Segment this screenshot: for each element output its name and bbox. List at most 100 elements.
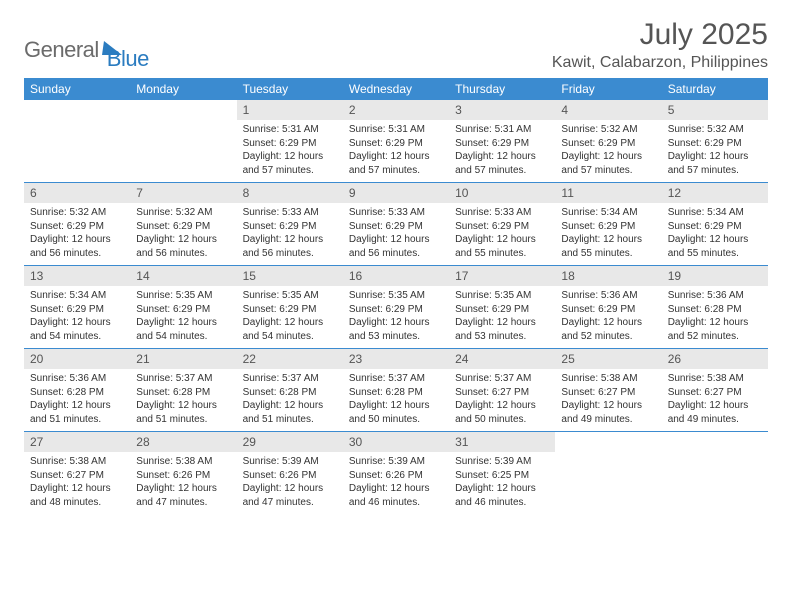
day-number: 11 <box>555 183 661 203</box>
day-number: 24 <box>449 349 555 369</box>
day-number: 22 <box>237 349 343 369</box>
week-row: ....1Sunrise: 5:31 AMSunset: 6:29 PMDayl… <box>24 100 768 182</box>
sunset-line: Sunset: 6:29 PM <box>349 220 443 234</box>
day-body: Sunrise: 5:32 AMSunset: 6:29 PMDaylight:… <box>555 120 661 181</box>
title-block: July 2025 Kawit, Calabarzon, Philippines <box>552 18 768 72</box>
sunrise-line: Sunrise: 5:33 AM <box>455 206 549 220</box>
day-cell: 19Sunrise: 5:36 AMSunset: 6:28 PMDayligh… <box>662 266 768 348</box>
calendar-grid: SundayMondayTuesdayWednesdayThursdayFrid… <box>24 78 768 514</box>
sunrise-line: Sunrise: 5:33 AM <box>243 206 337 220</box>
day-number: 10 <box>449 183 555 203</box>
day-body: Sunrise: 5:31 AMSunset: 6:29 PMDaylight:… <box>343 120 449 181</box>
day-cell: 15Sunrise: 5:35 AMSunset: 6:29 PMDayligh… <box>237 266 343 348</box>
sunrise-line: Sunrise: 5:38 AM <box>668 372 762 386</box>
day-cell: 30Sunrise: 5:39 AMSunset: 6:26 PMDayligh… <box>343 432 449 514</box>
day-cell: 8Sunrise: 5:33 AMSunset: 6:29 PMDaylight… <box>237 183 343 265</box>
daylight-line: Daylight: 12 hours and 56 minutes. <box>30 233 124 260</box>
sunset-line: Sunset: 6:26 PM <box>136 469 230 483</box>
sunrise-line: Sunrise: 5:37 AM <box>136 372 230 386</box>
sunrise-line: Sunrise: 5:32 AM <box>30 206 124 220</box>
day-cell: 7Sunrise: 5:32 AMSunset: 6:29 PMDaylight… <box>130 183 236 265</box>
day-cell: 29Sunrise: 5:39 AMSunset: 6:26 PMDayligh… <box>237 432 343 514</box>
weekday-header-cell: Sunday <box>24 78 130 100</box>
weekday-header-cell: Saturday <box>662 78 768 100</box>
daylight-line: Daylight: 12 hours and 57 minutes. <box>349 150 443 177</box>
day-body: Sunrise: 5:36 AMSunset: 6:28 PMDaylight:… <box>662 286 768 347</box>
day-body: Sunrise: 5:33 AMSunset: 6:29 PMDaylight:… <box>237 203 343 264</box>
day-cell: 22Sunrise: 5:37 AMSunset: 6:28 PMDayligh… <box>237 349 343 431</box>
logo-text-general: General <box>24 37 99 63</box>
day-number: 4 <box>555 100 661 120</box>
sunset-line: Sunset: 6:29 PM <box>30 303 124 317</box>
day-number: 18 <box>555 266 661 286</box>
day-cell: 26Sunrise: 5:38 AMSunset: 6:27 PMDayligh… <box>662 349 768 431</box>
sunrise-line: Sunrise: 5:34 AM <box>668 206 762 220</box>
day-cell: 11Sunrise: 5:34 AMSunset: 6:29 PMDayligh… <box>555 183 661 265</box>
sunset-line: Sunset: 6:28 PM <box>668 303 762 317</box>
daylight-line: Daylight: 12 hours and 52 minutes. <box>561 316 655 343</box>
sunset-line: Sunset: 6:29 PM <box>349 137 443 151</box>
sunset-line: Sunset: 6:29 PM <box>136 220 230 234</box>
day-body: Sunrise: 5:32 AMSunset: 6:29 PMDaylight:… <box>130 203 236 264</box>
daylight-line: Daylight: 12 hours and 57 minutes. <box>455 150 549 177</box>
day-body: Sunrise: 5:35 AMSunset: 6:29 PMDaylight:… <box>130 286 236 347</box>
daylight-line: Daylight: 12 hours and 57 minutes. <box>668 150 762 177</box>
day-number: 20 <box>24 349 130 369</box>
sunrise-line: Sunrise: 5:33 AM <box>349 206 443 220</box>
day-cell: .. <box>130 100 236 182</box>
sunset-line: Sunset: 6:27 PM <box>455 386 549 400</box>
day-number: 26 <box>662 349 768 369</box>
day-body: Sunrise: 5:38 AMSunset: 6:27 PMDaylight:… <box>555 369 661 430</box>
day-body: Sunrise: 5:38 AMSunset: 6:26 PMDaylight:… <box>130 452 236 513</box>
day-number: 6 <box>24 183 130 203</box>
sunrise-line: Sunrise: 5:35 AM <box>349 289 443 303</box>
sunset-line: Sunset: 6:28 PM <box>30 386 124 400</box>
weekday-header-cell: Tuesday <box>237 78 343 100</box>
daylight-line: Daylight: 12 hours and 54 minutes. <box>243 316 337 343</box>
daylight-line: Daylight: 12 hours and 47 minutes. <box>136 482 230 509</box>
sunset-line: Sunset: 6:27 PM <box>668 386 762 400</box>
sunset-line: Sunset: 6:29 PM <box>30 220 124 234</box>
week-row: 27Sunrise: 5:38 AMSunset: 6:27 PMDayligh… <box>24 431 768 514</box>
day-cell: .. <box>555 432 661 514</box>
day-cell: 27Sunrise: 5:38 AMSunset: 6:27 PMDayligh… <box>24 432 130 514</box>
sunrise-line: Sunrise: 5:31 AM <box>349 123 443 137</box>
weekday-header-cell: Monday <box>130 78 236 100</box>
sunset-line: Sunset: 6:28 PM <box>243 386 337 400</box>
day-body: Sunrise: 5:32 AMSunset: 6:29 PMDaylight:… <box>662 120 768 181</box>
day-cell: 18Sunrise: 5:36 AMSunset: 6:29 PMDayligh… <box>555 266 661 348</box>
week-row: 20Sunrise: 5:36 AMSunset: 6:28 PMDayligh… <box>24 348 768 431</box>
day-body: Sunrise: 5:32 AMSunset: 6:29 PMDaylight:… <box>24 203 130 264</box>
day-cell: 1Sunrise: 5:31 AMSunset: 6:29 PMDaylight… <box>237 100 343 182</box>
day-body: Sunrise: 5:36 AMSunset: 6:28 PMDaylight:… <box>24 369 130 430</box>
daylight-line: Daylight: 12 hours and 50 minutes. <box>349 399 443 426</box>
logo: General Blue <box>24 18 149 72</box>
day-cell: 20Sunrise: 5:36 AMSunset: 6:28 PMDayligh… <box>24 349 130 431</box>
sunrise-line: Sunrise: 5:34 AM <box>561 206 655 220</box>
day-cell: 14Sunrise: 5:35 AMSunset: 6:29 PMDayligh… <box>130 266 236 348</box>
day-body: Sunrise: 5:33 AMSunset: 6:29 PMDaylight:… <box>343 203 449 264</box>
day-body: Sunrise: 5:35 AMSunset: 6:29 PMDaylight:… <box>237 286 343 347</box>
sunset-line: Sunset: 6:29 PM <box>668 220 762 234</box>
sunset-line: Sunset: 6:29 PM <box>668 137 762 151</box>
day-cell: 24Sunrise: 5:37 AMSunset: 6:27 PMDayligh… <box>449 349 555 431</box>
day-number: 25 <box>555 349 661 369</box>
sunrise-line: Sunrise: 5:38 AM <box>30 455 124 469</box>
day-cell: 23Sunrise: 5:37 AMSunset: 6:28 PMDayligh… <box>343 349 449 431</box>
sunset-line: Sunset: 6:29 PM <box>455 303 549 317</box>
sunrise-line: Sunrise: 5:35 AM <box>455 289 549 303</box>
day-body: Sunrise: 5:39 AMSunset: 6:26 PMDaylight:… <box>237 452 343 513</box>
sunset-line: Sunset: 6:29 PM <box>136 303 230 317</box>
day-number: 15 <box>237 266 343 286</box>
day-body: Sunrise: 5:33 AMSunset: 6:29 PMDaylight:… <box>449 203 555 264</box>
sunrise-line: Sunrise: 5:34 AM <box>30 289 124 303</box>
daylight-line: Daylight: 12 hours and 49 minutes. <box>561 399 655 426</box>
day-body: Sunrise: 5:34 AMSunset: 6:29 PMDaylight:… <box>24 286 130 347</box>
daylight-line: Daylight: 12 hours and 48 minutes. <box>30 482 124 509</box>
day-number: 29 <box>237 432 343 452</box>
day-body: Sunrise: 5:35 AMSunset: 6:29 PMDaylight:… <box>343 286 449 347</box>
day-cell: 25Sunrise: 5:38 AMSunset: 6:27 PMDayligh… <box>555 349 661 431</box>
day-body: Sunrise: 5:34 AMSunset: 6:29 PMDaylight:… <box>555 203 661 264</box>
day-number: 21 <box>130 349 236 369</box>
day-cell: 21Sunrise: 5:37 AMSunset: 6:28 PMDayligh… <box>130 349 236 431</box>
